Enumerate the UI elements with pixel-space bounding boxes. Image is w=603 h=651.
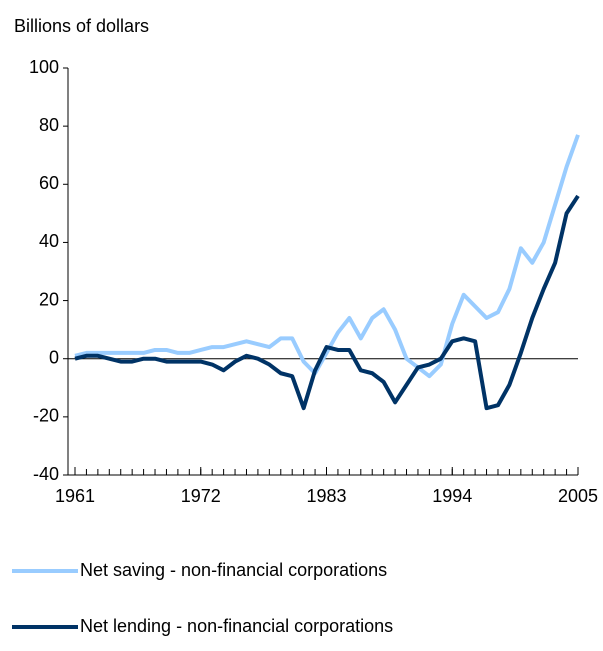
x-tick-label: 1961 [55,486,95,506]
y-tick-label: 40 [39,231,59,251]
x-tick-label: 1972 [181,486,221,506]
y-tick-label: -40 [33,464,59,484]
x-tick-label: 2005 [558,486,598,506]
series-line [74,134,580,379]
series-line [74,194,580,411]
legend-label: Net lending - non-financial corporations [80,616,393,636]
legend-label: Net saving - non-financial corporations [80,560,387,580]
y-tick-label: 20 [39,289,59,309]
y-tick-label: -20 [33,406,59,426]
y-tick-label: 100 [29,57,59,77]
y-tick-label: 80 [39,115,59,135]
y-axis-label: Billions of dollars [14,16,149,36]
x-tick-label: 1983 [306,486,346,506]
y-tick-label: 60 [39,173,59,193]
x-tick-label: 1994 [432,486,472,506]
y-tick-label: 0 [49,347,59,367]
